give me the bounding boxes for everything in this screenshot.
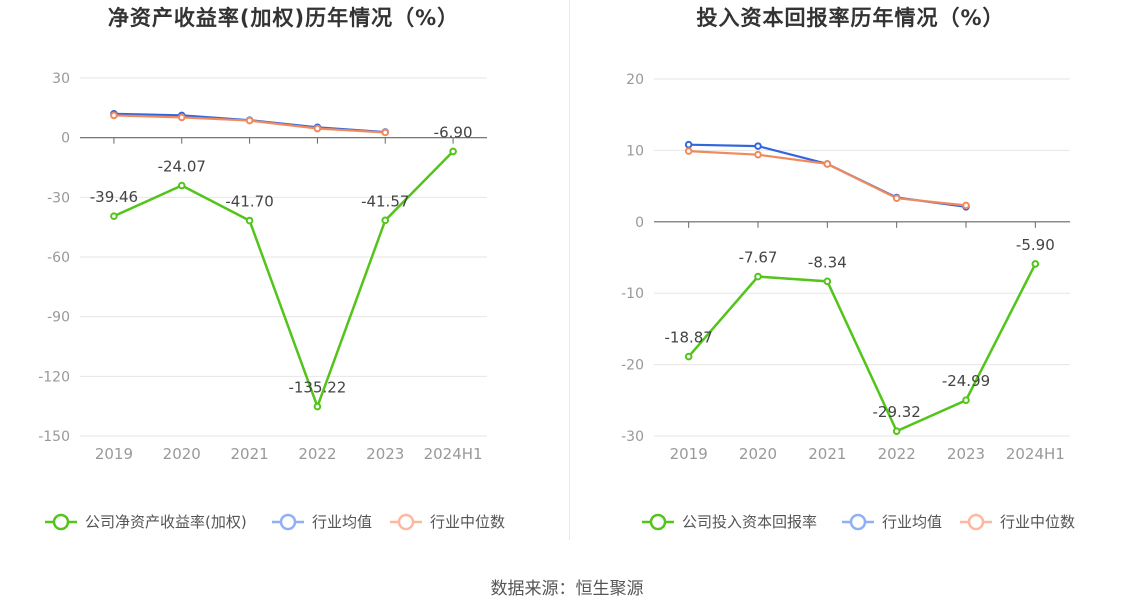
data-point-median bbox=[684, 147, 693, 155]
data-label: -41.70 bbox=[225, 193, 273, 211]
x-tick-label: 2019 bbox=[670, 445, 708, 463]
y-tick-label: 10 bbox=[626, 143, 644, 159]
data-point-median bbox=[754, 150, 762, 159]
y-tick-label: 20 bbox=[626, 72, 644, 88]
x-tick-label: 2024H1 bbox=[424, 445, 483, 463]
x-tick-label: 2021 bbox=[230, 445, 268, 463]
x-tick-label: 2021 bbox=[808, 445, 846, 463]
y-tick-label: -30 bbox=[47, 190, 70, 206]
data-point-median bbox=[245, 116, 254, 125]
y-tick-label: -30 bbox=[621, 429, 644, 445]
data-label: -18.87 bbox=[664, 329, 712, 347]
data-point-company bbox=[449, 147, 457, 156]
y-tick-label: 30 bbox=[52, 71, 70, 87]
data-point-company bbox=[754, 272, 762, 281]
legend-label-median[interactable]: 行业中位数 bbox=[1000, 513, 1075, 531]
roe-chart-svg: 30 0 -30 -60 -90 -120 -150 2019 2020 2021 2022 2023… bbox=[38, 71, 505, 531]
data-source: 数据来源：恒生聚源 bbox=[490, 579, 644, 599]
data-point-company bbox=[177, 181, 186, 190]
legend-marker-avg bbox=[279, 513, 297, 531]
y-tick-label: -120 bbox=[38, 369, 70, 385]
legend-marker-avg bbox=[849, 513, 867, 531]
roic-chart-title: 投入资本回报率历年情况（%） bbox=[696, 6, 1005, 30]
roic-chart-panel: 投入资本回报率历年情况（%） 20 10 0 -10 -20 -30 2019 2020 202… bbox=[567, 0, 1134, 560]
data-label: -5.90 bbox=[1016, 236, 1055, 254]
data-point-median bbox=[381, 128, 390, 137]
data-point-company bbox=[110, 212, 118, 220]
panel-divider bbox=[569, 0, 570, 540]
x-tick-label: 2023 bbox=[366, 445, 404, 463]
data-label: -8.34 bbox=[808, 253, 847, 271]
legend-marker-company bbox=[649, 513, 667, 531]
data-label: -7.67 bbox=[739, 249, 778, 267]
data-point-company bbox=[684, 352, 693, 361]
roic-chart-svg: 20 10 0 -10 -20 -30 2019 2020 2021 2022 2023 2024H1… bbox=[621, 72, 1075, 531]
legend-label-median[interactable]: 行业中位数 bbox=[430, 513, 505, 531]
y-tick-label: 0 bbox=[635, 215, 644, 231]
data-point-company bbox=[823, 277, 832, 286]
y-tick-label: -20 bbox=[621, 358, 644, 374]
legend-marker-median bbox=[397, 513, 415, 531]
data-point-avg bbox=[754, 142, 762, 150]
data-point-median bbox=[892, 194, 901, 203]
data-label: -29.32 bbox=[872, 403, 920, 421]
data-point-company bbox=[245, 216, 254, 225]
data-point-company bbox=[1031, 260, 1040, 268]
legend-label-company[interactable]: 公司净资产收益率(加权) bbox=[85, 513, 247, 531]
data-point-median bbox=[823, 160, 832, 168]
data-point-median bbox=[313, 124, 322, 133]
legend-marker-company bbox=[52, 513, 70, 531]
data-label: -39.46 bbox=[90, 188, 138, 206]
data-point-median bbox=[110, 111, 118, 120]
roe-chart-panel: 净资产收益率(加权)历年情况（%） 30 0 -30 -60 -90 -120 -150 20… bbox=[0, 0, 567, 560]
series-line-median bbox=[688, 150, 967, 207]
y-tick-label: 0 bbox=[61, 131, 70, 147]
legend-label-avg[interactable]: 行业均值 bbox=[312, 513, 372, 531]
series-line-company bbox=[687, 263, 1037, 433]
x-tick-label: 2022 bbox=[878, 445, 916, 463]
data-label: -135.22 bbox=[288, 379, 346, 397]
legend-label-avg[interactable]: 行业均值 bbox=[882, 513, 942, 531]
x-tick-label: 2022 bbox=[298, 445, 336, 463]
y-tick-label: -90 bbox=[47, 310, 70, 326]
y-tick-label: -60 bbox=[47, 250, 70, 266]
data-point-company bbox=[962, 396, 970, 405]
y-tick-label: -10 bbox=[621, 286, 644, 302]
data-label: -41.57 bbox=[361, 192, 409, 210]
x-tick-label: 2019 bbox=[95, 445, 133, 463]
data-point-median bbox=[177, 113, 186, 122]
x-tick-label: 2023 bbox=[947, 445, 985, 463]
legend-label-company[interactable]: 公司投入资本回报率 bbox=[682, 513, 817, 531]
x-tick-label: 2020 bbox=[739, 445, 777, 463]
x-tick-label: 2024H1 bbox=[1006, 445, 1065, 463]
data-point-company bbox=[892, 427, 901, 435]
x-tick-label: 2020 bbox=[163, 445, 201, 463]
data-point-avg bbox=[684, 140, 693, 149]
y-tick-label: -150 bbox=[38, 429, 70, 445]
data-point-company bbox=[381, 216, 390, 225]
legend-marker-median bbox=[967, 513, 985, 531]
data-label: -24.99 bbox=[942, 372, 990, 390]
data-label: -6.90 bbox=[434, 123, 473, 141]
series-line-company bbox=[113, 150, 454, 411]
roe-chart-title: 净资产收益率(加权)历年情况（%） bbox=[107, 6, 460, 30]
data-label: -24.07 bbox=[158, 158, 206, 176]
data-point-median bbox=[962, 201, 970, 210]
data-point-company bbox=[313, 402, 322, 411]
